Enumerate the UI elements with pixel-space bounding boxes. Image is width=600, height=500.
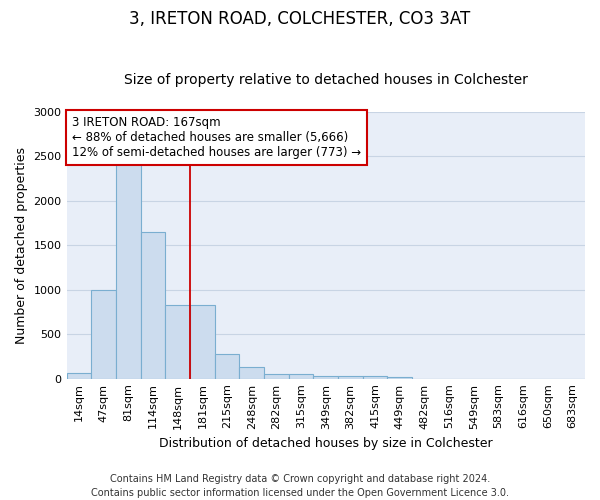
Bar	[91, 290, 116, 378]
Bar	[67, 374, 91, 378]
Y-axis label: Number of detached properties: Number of detached properties	[15, 146, 28, 344]
Text: 3, IRETON ROAD, COLCHESTER, CO3 3AT: 3, IRETON ROAD, COLCHESTER, CO3 3AT	[130, 10, 470, 28]
Bar	[388, 377, 412, 378]
Text: 3 IRETON ROAD: 167sqm
← 88% of detached houses are smaller (5,666)
12% of semi-d: 3 IRETON ROAD: 167sqm ← 88% of detached …	[72, 116, 361, 159]
Bar	[289, 374, 313, 378]
Bar	[363, 376, 388, 378]
Bar	[140, 232, 165, 378]
X-axis label: Distribution of detached houses by size in Colchester: Distribution of detached houses by size …	[159, 437, 493, 450]
Bar	[313, 376, 338, 378]
Bar	[264, 374, 289, 378]
Bar	[239, 367, 264, 378]
Bar	[165, 305, 190, 378]
Text: Contains HM Land Registry data © Crown copyright and database right 2024.
Contai: Contains HM Land Registry data © Crown c…	[91, 474, 509, 498]
Title: Size of property relative to detached houses in Colchester: Size of property relative to detached ho…	[124, 73, 528, 87]
Bar	[215, 354, 239, 378]
Bar	[116, 160, 140, 378]
Bar	[190, 305, 215, 378]
Bar	[338, 376, 363, 378]
